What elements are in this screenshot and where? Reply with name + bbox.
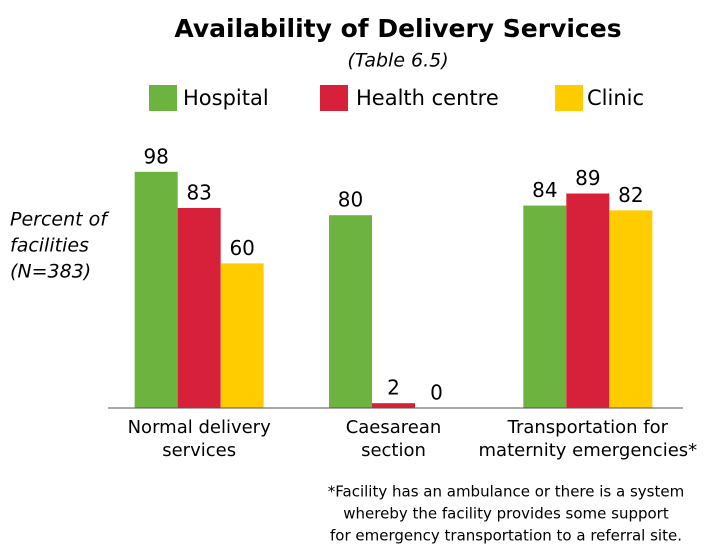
x-tick-label: services [162, 440, 236, 461]
x-tick-label: section [361, 440, 426, 461]
legend-swatch [320, 85, 348, 111]
footnote: *Facility has an ambulance or there is a… [328, 483, 684, 501]
footnote: for emergency transportation to a referr… [330, 527, 682, 545]
bar [177, 207, 221, 408]
value-label: 80 [338, 188, 363, 212]
value-label: 98 [143, 144, 168, 168]
legend-label: Clinic [587, 86, 644, 110]
value-label: 89 [575, 166, 600, 190]
bar [134, 171, 178, 408]
footnote: whereby the facility provides some suppo… [343, 505, 669, 523]
legend-swatch [149, 85, 177, 111]
y-axis-label: facilities [10, 235, 89, 257]
value-label: 83 [186, 180, 211, 204]
y-axis-label: Percent of [10, 209, 110, 231]
bar [329, 215, 372, 408]
legend-swatch [555, 85, 583, 111]
legend-label: Hospital [183, 86, 269, 110]
value-label: 60 [229, 236, 254, 260]
value-label: 82 [618, 183, 643, 207]
bar [609, 210, 653, 408]
bar [372, 403, 415, 408]
x-tick-label: Caesarean [346, 417, 442, 438]
legend-label: Health centre [356, 86, 499, 110]
value-label: 2 [387, 376, 400, 400]
y-axis-label: (N=383) [10, 261, 91, 283]
x-tick-label: maternity emergencies* [479, 440, 698, 461]
chart-title: Availability of Delivery Services [174, 14, 621, 43]
value-label: 0 [430, 381, 443, 405]
bar [220, 263, 264, 408]
x-tick-label: Normal delivery [128, 417, 271, 438]
value-label: 84 [532, 178, 557, 202]
x-tick-label: Transportation for [507, 417, 669, 438]
bar [566, 193, 610, 408]
chart-subtitle: (Table 6.5) [347, 50, 448, 72]
bar [523, 205, 567, 408]
